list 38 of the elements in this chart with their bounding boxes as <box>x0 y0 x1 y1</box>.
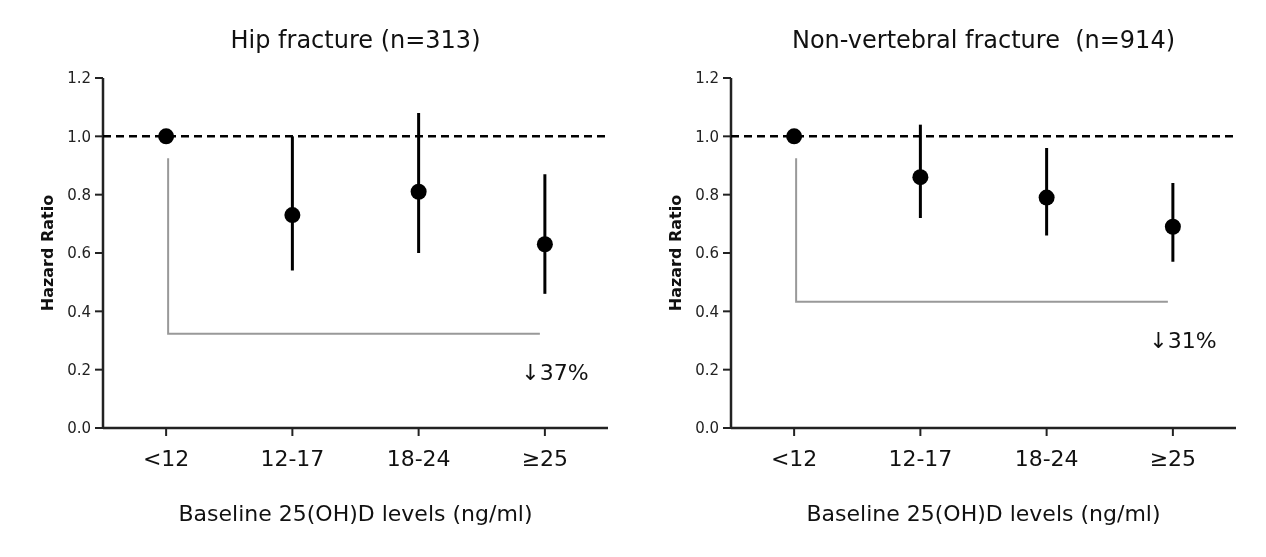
x-tick-label: 12-17 <box>260 446 325 471</box>
y-tick-label: 1.0 <box>67 127 91 146</box>
y-tick-label: 0.4 <box>695 302 719 321</box>
y-tick-label: 0.4 <box>67 302 91 321</box>
y-tick-label: 0.6 <box>695 244 719 263</box>
y-tick-label: 1.2 <box>695 69 719 88</box>
y-tick-label: 0.8 <box>695 185 719 204</box>
y-tick-label: 0.0 <box>695 419 719 438</box>
x-tick-label: ≥25 <box>521 446 569 471</box>
point <box>786 128 803 145</box>
annotation: ↓37% <box>521 359 589 385</box>
point <box>536 236 553 253</box>
x-tick-label: 18-24 <box>386 446 451 471</box>
y-tick-label: 1.2 <box>67 69 91 88</box>
point <box>1164 218 1181 235</box>
y-axis-title: Hazard Ratio <box>38 194 57 312</box>
x-tick-label: 18-24 <box>1014 446 1079 471</box>
y-tick-label: 0.6 <box>67 244 91 263</box>
x-axis-title: Baseline 25(OH)D levels (ng/ml) <box>806 501 1161 526</box>
y-tick-label: 1.0 <box>695 127 719 146</box>
point <box>284 207 301 224</box>
y-tick-label: 0.8 <box>67 185 91 204</box>
y-axis-title: Hazard Ratio <box>666 194 685 312</box>
point <box>1038 189 1055 206</box>
annotation: ↓31% <box>1149 327 1217 353</box>
x-axis-title: Baseline 25(OH)D levels (ng/ml) <box>178 501 533 526</box>
chart-title: Non-vertebral fracture (n=914) <box>791 26 1176 54</box>
point <box>158 128 175 145</box>
x-tick-label: ≥25 <box>1149 446 1197 471</box>
y-tick-label: 0.2 <box>67 360 91 379</box>
point <box>410 183 427 200</box>
chart-title: Hip fracture (n=313) <box>230 26 481 54</box>
y-tick-label: 0.0 <box>67 419 91 438</box>
point <box>912 169 929 186</box>
x-tick-label: <12 <box>770 446 818 471</box>
x-tick-label: 12-17 <box>888 446 953 471</box>
x-tick-label: <12 <box>142 446 190 471</box>
y-tick-label: 0.2 <box>695 360 719 379</box>
